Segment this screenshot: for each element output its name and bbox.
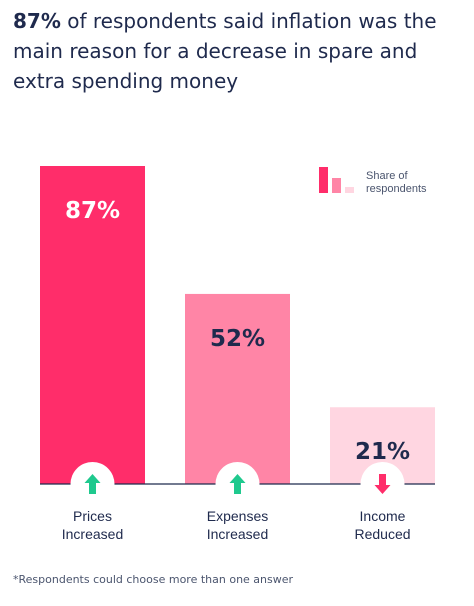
arrow-shape <box>374 474 391 494</box>
tick-label-expenses-increased-line2: Increased <box>207 526 268 542</box>
chart-title: 87% of respondents said inflation was th… <box>13 6 465 96</box>
tick-label-prices-increased-line1: Prices <box>73 508 112 524</box>
legend: Share of respondents <box>319 167 427 195</box>
data-label-income-reduced: 21% <box>355 439 410 465</box>
data-label-expenses-increased: 52% <box>210 326 265 352</box>
title-highlight: 87% <box>13 9 61 33</box>
legend-label-line2: respondents <box>366 183 427 195</box>
arrow-up-icon <box>215 462 260 506</box>
legend-swatch-1 <box>319 167 328 193</box>
legend-swatch-3 <box>345 187 354 193</box>
arrow-shape <box>229 474 246 494</box>
arrow-up-icon <box>70 462 115 506</box>
labels-layer: 87% Prices Increased 52% Expenses Increased 21… <box>62 198 411 542</box>
arrow-shape <box>84 474 101 494</box>
legend-swatch-2 <box>332 178 341 193</box>
data-label-prices-increased: 87% <box>65 198 120 224</box>
arrow-down-icon <box>360 462 405 506</box>
tick-label-income-reduced-line1: Income <box>360 508 406 524</box>
tick-label-expenses-increased-line1: Expenses <box>207 508 268 524</box>
bar-expenses-increased <box>185 293 290 484</box>
tick-label-prices-increased-line2: Increased <box>62 526 123 542</box>
legend-label-line1: Share of <box>366 170 409 182</box>
bars-layer <box>40 166 435 484</box>
bar-prices-increased <box>40 166 145 484</box>
title-text: of respondents said inflation was the ma… <box>13 9 437 93</box>
tick-label-income-reduced-line2: Reduced <box>354 526 410 542</box>
bar-chart: 87% Prices Increased 52% Expenses Increased 21… <box>40 166 435 542</box>
footnote: *Respondents could choose more than one … <box>13 573 294 586</box>
icons-layer <box>70 462 405 506</box>
